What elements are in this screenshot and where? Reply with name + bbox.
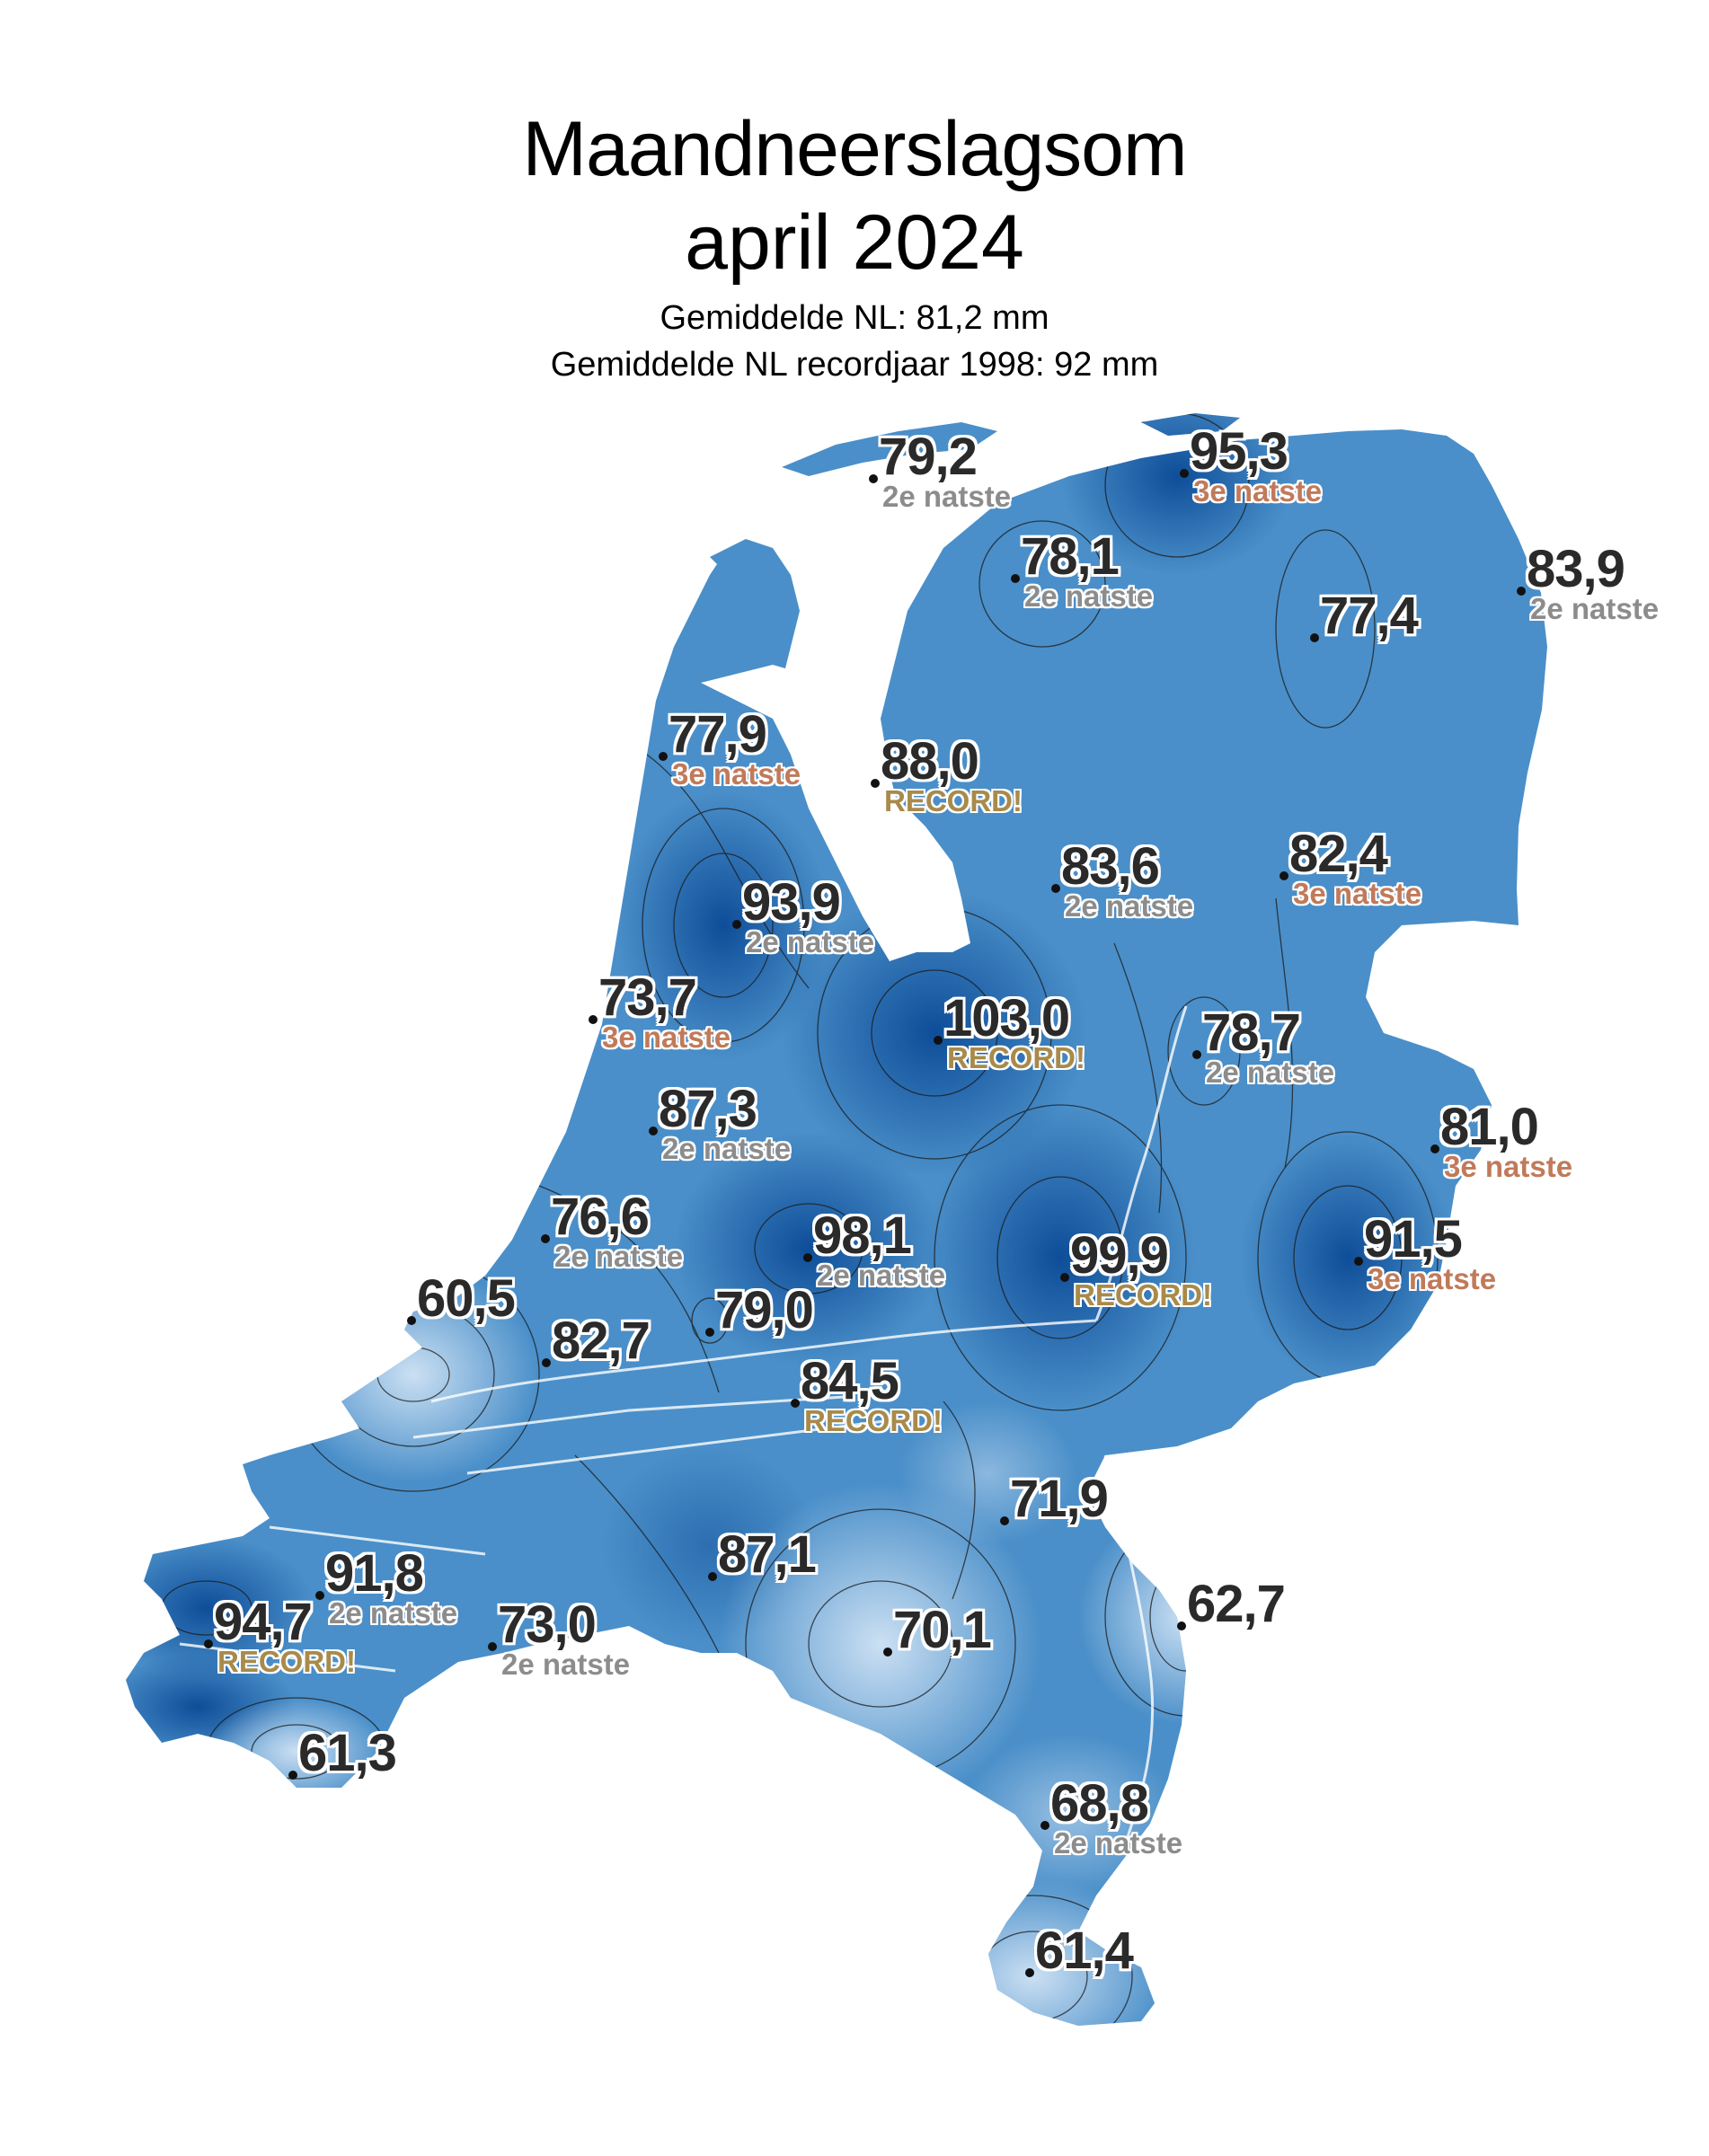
ijsselmeer [701,665,934,961]
station-dot [1192,1050,1201,1059]
station-value: 83,9 [1527,540,1625,598]
station-note: RECORD! [884,784,1023,817]
station-note: 2e natste [1065,889,1194,923]
station-dot [204,1639,213,1648]
station-value: 93,9 [742,873,841,932]
station-value: 88,0 [881,732,979,791]
station-value: 62,7 [1187,1575,1286,1633]
station-note: 3e natste [1293,877,1422,910]
station-dot [649,1127,658,1135]
station-value: 94,7 [214,1593,313,1651]
station-value: 61,4 [1035,1922,1134,1980]
station-dot [869,474,878,483]
station-dot [871,779,880,788]
station-dot [1025,1968,1034,1977]
station-dot [589,1015,598,1024]
station-note: RECORD! [217,1645,356,1678]
station-value: 95,3 [1190,422,1288,481]
station-note: RECORD! [1074,1278,1212,1312]
station-value: 73,7 [598,968,697,1027]
station-value: 103,0 [943,989,1070,1047]
station-value: 70,1 [893,1601,992,1659]
station-value: 68,8 [1050,1774,1149,1833]
station-dot [1060,1273,1069,1282]
station-value: 83,6 [1061,837,1160,896]
station-dot [542,1358,551,1367]
station-dot [803,1253,812,1262]
station-value: 71,9 [1010,1470,1109,1528]
station-dot [541,1234,550,1243]
station-dot [1011,574,1020,583]
station-note: 2e natste [501,1648,631,1681]
station-dot [407,1316,416,1325]
station-value: 91,8 [325,1544,424,1603]
station-dot [1280,871,1288,880]
station-value: 77,4 [1320,587,1419,645]
station-value: 81,0 [1440,1098,1539,1156]
station-note: 3e natste [602,1021,731,1054]
station-dot [1180,469,1189,478]
station-note: 3e natste [672,757,801,791]
station-dot [705,1328,714,1337]
station-value: 91,5 [1364,1210,1463,1268]
station-value: 84,5 [801,1352,899,1410]
station-note: 3e natste [1193,474,1323,508]
station-value: 77,9 [669,705,767,764]
station-value: 87,3 [659,1080,757,1138]
station-note: 3e natste [1368,1262,1497,1295]
station-note: 3e natste [1444,1150,1573,1183]
station-note: 2e natste [329,1596,458,1630]
station-dot [1430,1144,1439,1153]
station-value: 87,1 [718,1525,817,1584]
station-note: RECORD! [947,1041,1085,1074]
station-value: 98,1 [813,1206,912,1265]
station-value: 82,7 [552,1312,651,1370]
map-title-line2: april 2024 [685,199,1024,286]
station-dot [1310,633,1319,642]
station-value: 60,5 [417,1269,516,1328]
station-note: 2e natste [662,1132,792,1165]
station-value: 78,1 [1021,527,1120,586]
station-value: 82,4 [1289,825,1388,883]
station-note: 2e natste [746,925,875,959]
national-average: Gemiddelde NL: 81,2 mm [660,299,1049,337]
station-dot [659,752,668,761]
station-dot [708,1572,717,1581]
station-note: 2e natste [1054,1826,1183,1860]
station-value: 73,0 [498,1595,597,1654]
station-value: 99,9 [1070,1226,1169,1285]
station-note: 2e natste [1206,1056,1335,1089]
station-value: 79,2 [879,428,978,486]
station-dot [1040,1821,1049,1830]
station-note: 2e natste [1530,592,1660,625]
station-dot [288,1771,297,1780]
station-value: 76,6 [551,1188,650,1246]
station-value: 79,0 [715,1281,814,1339]
station-dot [791,1399,800,1408]
station-note: RECORD! [804,1404,943,1437]
station-note: 2e natste [882,480,1012,513]
station-dot [488,1642,497,1651]
map-title-line1: Maandneerslagsom [522,106,1187,192]
station-dot [1517,587,1526,596]
station-dot [732,920,741,929]
station-value: 78,7 [1202,1003,1301,1062]
station-dot [1000,1516,1009,1525]
station-dot [315,1591,324,1600]
station-note: 2e natste [817,1259,946,1292]
station-note: 2e natste [554,1240,684,1273]
station-dot [883,1648,892,1657]
station-note: 2e natste [1024,579,1154,613]
station-dot [934,1036,943,1045]
station-dot [1177,1621,1186,1630]
station-value: 61,3 [298,1724,397,1782]
station-dot [1051,884,1060,893]
record-year-average: Gemiddelde NL recordjaar 1998: 92 mm [550,346,1159,384]
station-dot [1354,1257,1363,1266]
